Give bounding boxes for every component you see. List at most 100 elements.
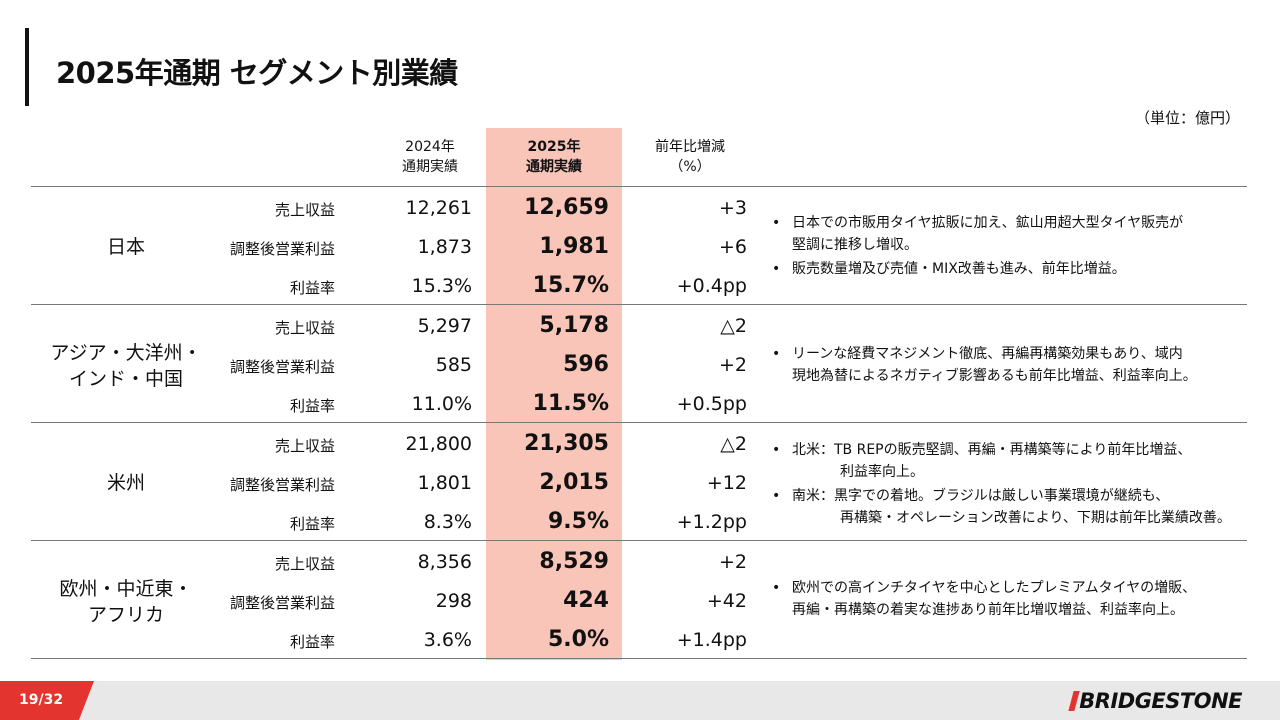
segment-name-line: 米州	[106, 472, 145, 494]
segment-name-asia: アジア・大洋州・ インド・中国	[31, 340, 221, 392]
bullet: •	[772, 346, 781, 362]
value-2025: 11.5%	[532, 391, 609, 416]
value-2025: 596	[563, 352, 609, 377]
segment-name-line: 欧州・中近東・	[59, 578, 193, 600]
segment-name-line: 日本	[106, 236, 145, 258]
value-2025: 12,659	[524, 195, 609, 220]
value-2025: 8,529	[539, 549, 609, 574]
value-yoy: +2	[718, 551, 747, 573]
metric-label: 利益率	[289, 515, 335, 533]
metric-label: 利益率	[289, 397, 335, 415]
header-2024-line2: 通期実績	[402, 159, 458, 175]
header-2024-line1: 2024年	[405, 139, 455, 155]
value-yoy: +0.4pp	[676, 275, 747, 297]
value-2024: 8.3%	[423, 511, 472, 533]
metric-label: 調整後営業利益	[229, 240, 335, 258]
metric-label: 売上収益	[274, 555, 335, 573]
header-2025-line2: 通期実績	[526, 159, 582, 175]
page-title: 2025年通期 セグメント別業績	[56, 56, 458, 90]
note-item: • 欧州での高インチタイヤを中心としたプレミアムタイヤの増販、 再編・再構築の着…	[768, 577, 1238, 621]
value-yoy: +42	[706, 590, 747, 612]
value-2024: 3.6%	[423, 629, 472, 651]
value-2025: 5.0%	[547, 627, 609, 652]
metric-label: 売上収益	[274, 319, 335, 337]
note-line: 現地為替によるネガティブ影響あるも前年比増益、利益率向上。	[792, 368, 1197, 384]
title-accent-bar	[25, 28, 29, 106]
note-line: 再編・再構築の着実な進捗あり前年比増収増益、利益率向上。	[792, 602, 1184, 618]
segment-name-europe: 欧州・中近東・ アフリカ	[31, 576, 221, 628]
note-line: 欧州での高インチタイヤを中心としたプレミアムタイヤの増販、	[792, 580, 1197, 596]
metric-label: 利益率	[289, 633, 335, 651]
page-number: 19/32	[19, 692, 64, 708]
value-2024: 21,800	[405, 433, 472, 455]
value-yoy: +12	[706, 472, 747, 494]
value-2024: 298	[435, 590, 472, 612]
bridgestone-logo: BRIDGESTONE	[1068, 689, 1242, 713]
segment-notes-japan: • 日本での市販用タイヤ拡販に加え、鉱山用超大型タイヤ販売が 堅調に推移し増収。…	[768, 210, 1238, 282]
metric-label: 売上収益	[274, 201, 335, 219]
value-2025: 424	[563, 588, 609, 613]
note-line: 再構築・オペレーション改善により、下期は前年比業績改善。	[840, 510, 1231, 526]
value-2024: 11.0%	[411, 393, 472, 415]
value-2024: 1,873	[417, 236, 472, 258]
segment-notes-europe: • 欧州での高インチタイヤを中心としたプレミアムタイヤの増販、 再編・再構築の着…	[768, 575, 1238, 623]
segment-notes-americas: • 北米：TB REPの販売堅調、再編・再構築等により前年比増益、 利益率向上。…	[768, 437, 1238, 531]
value-yoy: +0.5pp	[676, 393, 747, 415]
note-line: 南米：黒字での着地。ブラジルは厳しい事業環境が継続も、	[792, 488, 1170, 504]
note-item: • 日本での市販用タイヤ拡販に加え、鉱山用超大型タイヤ販売が 堅調に推移し増収。	[768, 212, 1238, 256]
note-item: • 北米：TB REPの販売堅調、再編・再構築等により前年比増益、 利益率向上。	[768, 439, 1238, 483]
bullet: •	[772, 580, 781, 596]
note-line: 日本での市販用タイヤ拡販に加え、鉱山用超大型タイヤ販売が	[792, 215, 1184, 231]
value-2025: 2,015	[539, 470, 609, 495]
highlight-column-2025	[486, 128, 622, 660]
value-yoy: △2	[720, 315, 747, 337]
unit-label: （単位：億円）	[1134, 109, 1240, 127]
metric-label: 調整後営業利益	[229, 594, 335, 612]
bullet: •	[772, 442, 781, 458]
metric-label: 利益率	[289, 279, 335, 297]
note-line: リーンな経費マネジメント徹底、再編再構築効果もあり、域内	[792, 346, 1183, 362]
value-2025: 5,178	[539, 313, 609, 338]
value-2024: 15.3%	[411, 275, 472, 297]
segment-name-line: インド・中国	[68, 368, 183, 390]
segment-name-japan: 日本	[31, 234, 221, 260]
segment-name-line: アフリカ	[87, 604, 164, 626]
value-2025: 9.5%	[547, 509, 609, 534]
metric-label: 調整後営業利益	[229, 476, 335, 494]
header-yoy-line1: 前年比増減	[655, 139, 725, 155]
value-2024: 5,297	[417, 315, 472, 337]
value-2025: 1,981	[539, 234, 609, 259]
value-yoy: +3	[718, 197, 747, 219]
bullet: •	[772, 261, 781, 277]
value-yoy: +1.2pp	[676, 511, 747, 533]
note-line: 販売数量増及び売値・MIX改善も進み、前年比増益。	[792, 261, 1126, 277]
footer-bar	[0, 681, 1280, 720]
note-item: • 南米：黒字での着地。ブラジルは厳しい事業環境が継続も、 再構築・オペレーショ…	[768, 485, 1238, 529]
segment-name-americas: 米州	[31, 470, 221, 496]
metric-label: 調整後営業利益	[229, 358, 335, 376]
note-line: 堅調に推移し増収。	[792, 237, 918, 253]
note-item: • 販売数量増及び売値・MIX改善も進み、前年比増益。	[768, 258, 1238, 280]
logo-text: BRIDGESTONE	[1079, 689, 1242, 713]
value-2024: 585	[435, 354, 472, 376]
value-2024: 1,801	[417, 472, 472, 494]
divider	[31, 304, 1247, 305]
header-yoy: 前年比増減 （%）	[640, 137, 740, 177]
segment-name-line: アジア・大洋州・	[50, 342, 202, 364]
note-line: 利益率向上。	[840, 464, 924, 480]
divider-bottom	[31, 658, 1247, 659]
value-2025: 15.7%	[532, 273, 609, 298]
value-2024: 8,356	[417, 551, 472, 573]
header-2025: 2025年 通期実績	[486, 137, 622, 177]
value-yoy: +2	[718, 354, 747, 376]
header-2025-line1: 2025年	[527, 139, 581, 155]
divider	[31, 540, 1247, 541]
value-yoy: +1.4pp	[676, 629, 747, 651]
metric-label: 売上収益	[274, 437, 335, 455]
value-2024: 12,261	[405, 197, 472, 219]
header-2024: 2024年 通期実績	[380, 137, 480, 177]
divider-top	[31, 186, 1247, 187]
value-yoy: △2	[720, 433, 747, 455]
note-line: 北米：TB REPの販売堅調、再編・再構築等により前年比増益、	[792, 442, 1192, 458]
header-yoy-line2: （%）	[669, 159, 711, 175]
